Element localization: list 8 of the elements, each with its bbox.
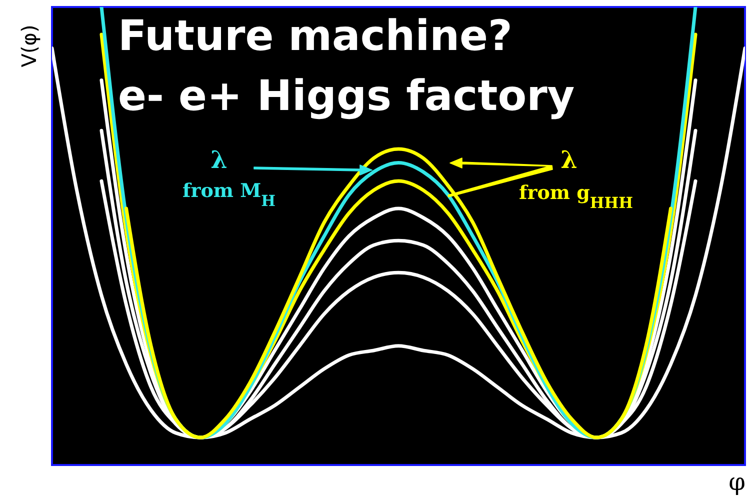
x-axis-title: φ	[728, 468, 746, 496]
text: e- e+ Higgs factory	[118, 71, 575, 120]
y-axis-title: V(φ)	[17, 24, 41, 68]
annotation: from g$_{HHH}$	[519, 182, 633, 212]
annotation: from M$_{H}$	[182, 180, 276, 210]
chart-title: Future machine?	[118, 11, 512, 60]
annotation: λ	[210, 145, 228, 174]
annotation: λ	[560, 145, 578, 174]
